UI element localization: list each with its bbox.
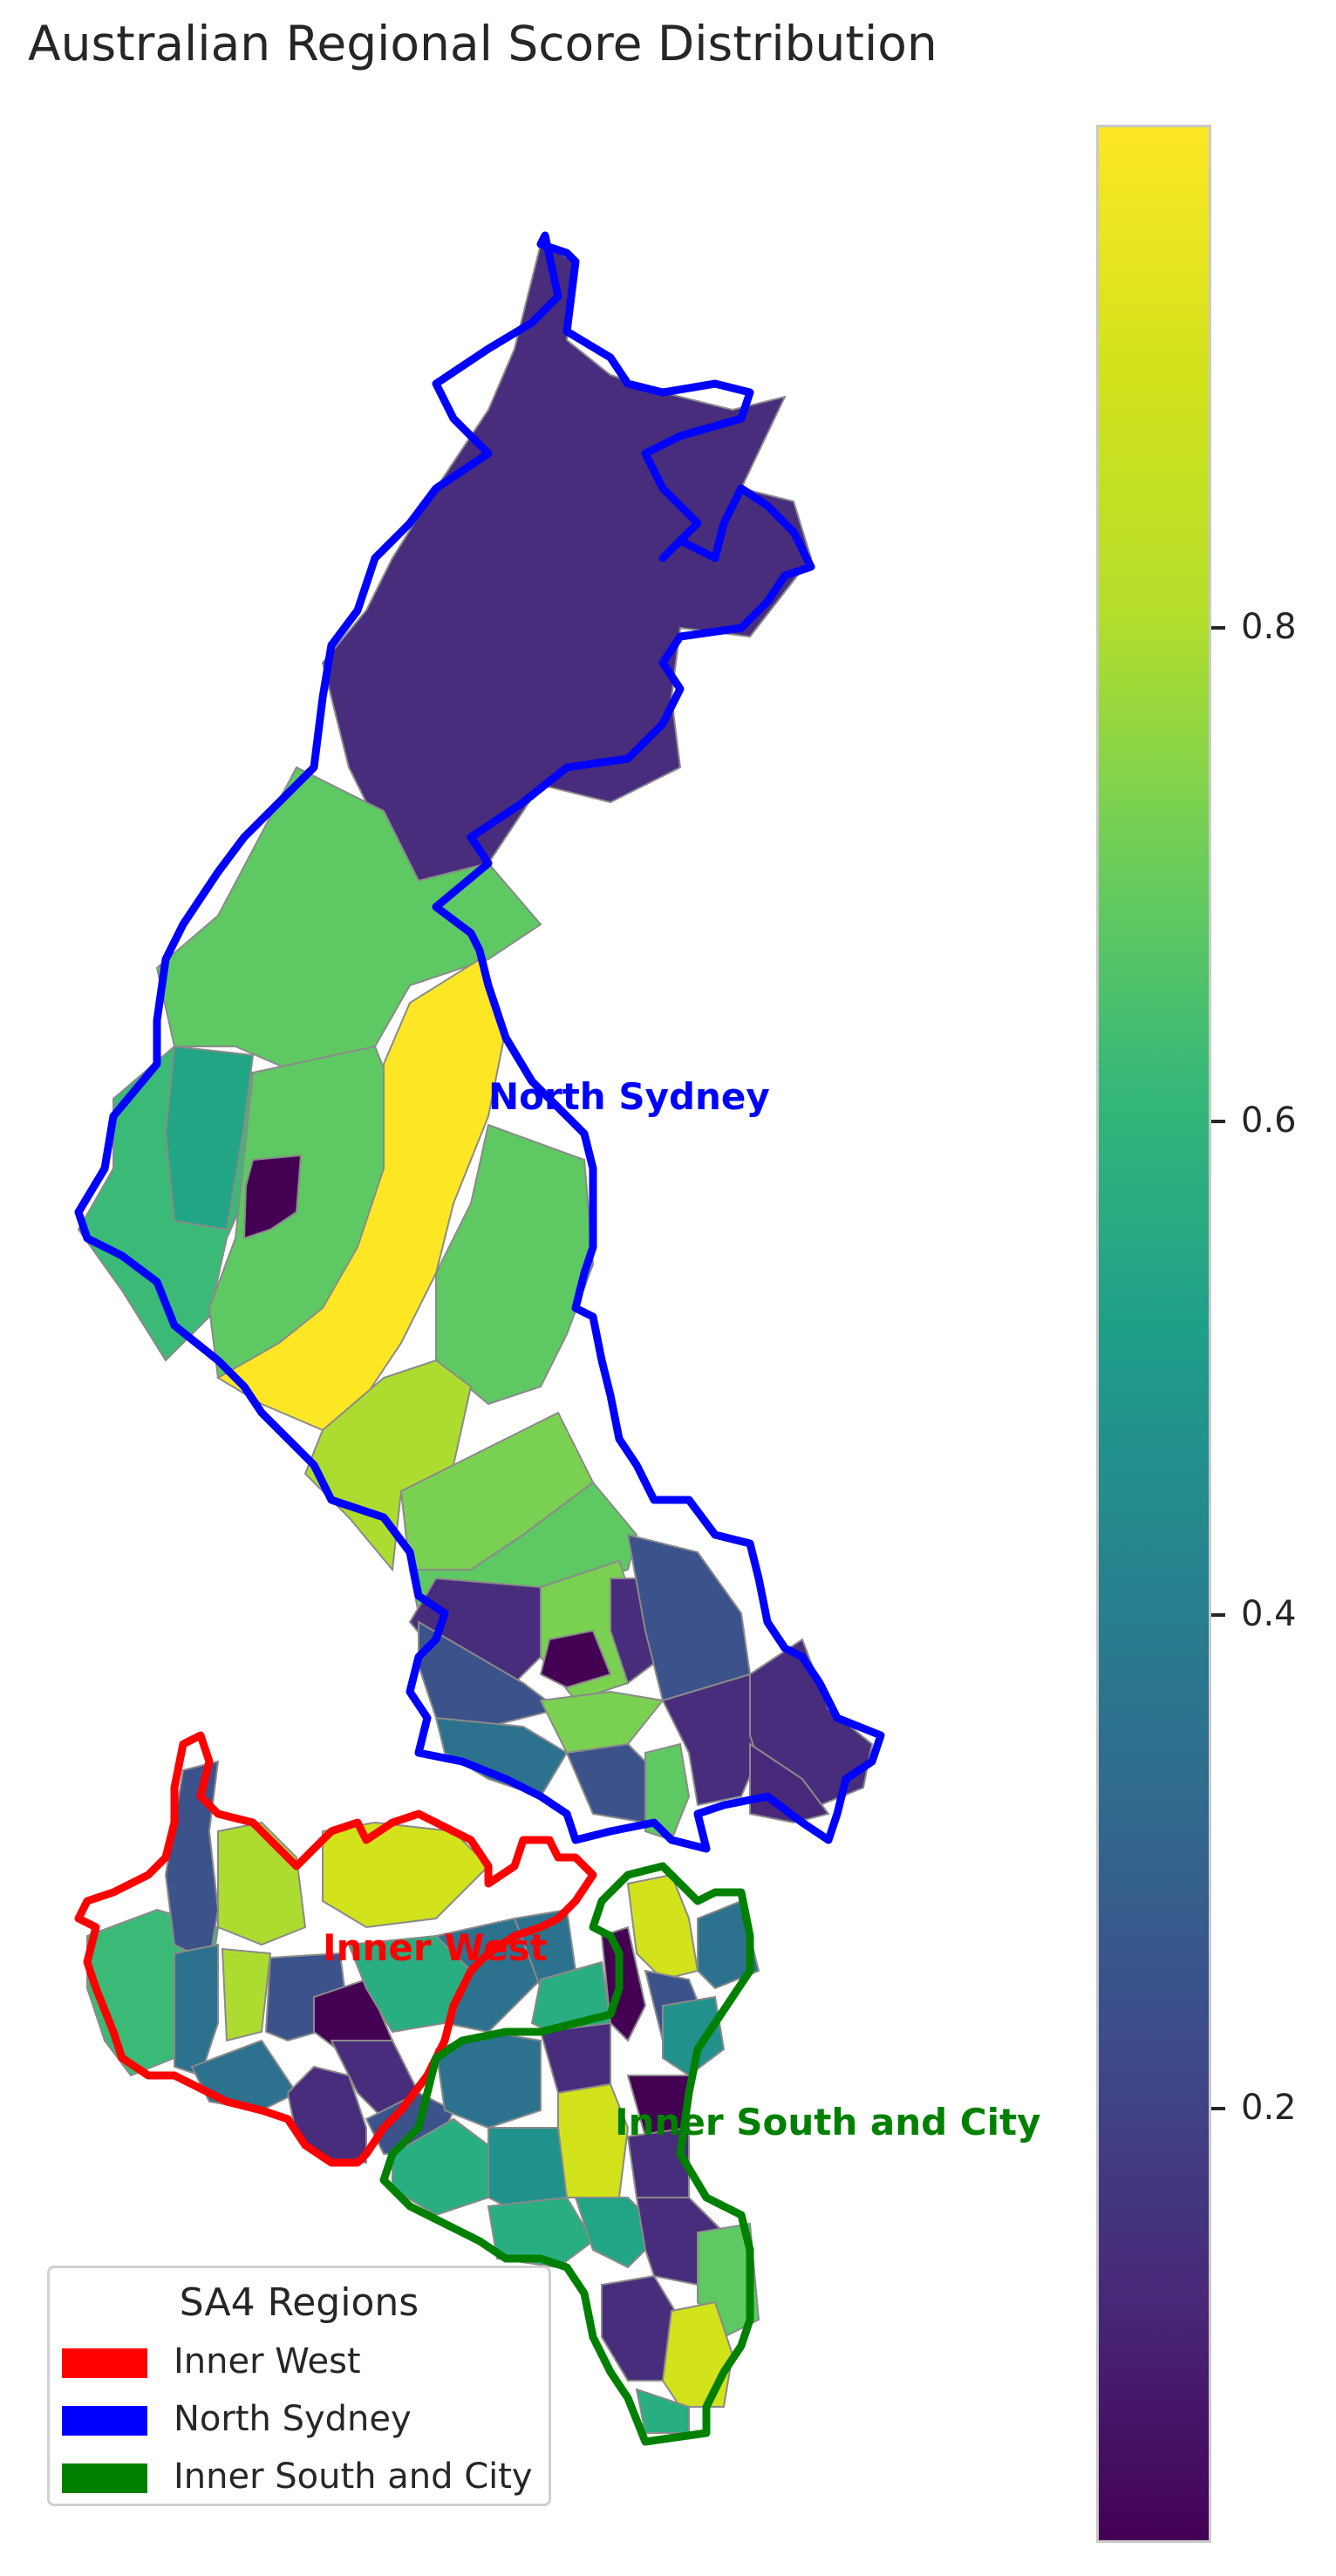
area-iw-teal-a <box>174 1943 219 2077</box>
area-east-green <box>435 1123 595 1406</box>
area-isc-purple-b <box>539 2021 611 2095</box>
area-teal-block <box>164 1045 255 1231</box>
legend-swatch-north-sydney <box>62 2406 147 2436</box>
area-iw-yg-b <box>221 1947 272 2042</box>
label-north-sydney: North Sydney <box>488 1075 770 1118</box>
area-small-purple <box>242 1154 303 1240</box>
area-yellow-corridor <box>216 957 508 1432</box>
inner-west-areas <box>86 1760 577 2164</box>
area-iw-yg-a <box>217 1821 307 1946</box>
legend-swatch-inner-south-city <box>62 2464 147 2493</box>
inner-west-outline <box>74 1731 597 2167</box>
legend-swatch-inner-west <box>62 2348 147 2378</box>
legend-title: SA4 Regions <box>179 2280 419 2325</box>
north-sydney-outline <box>74 231 885 1853</box>
area-iw-blue-north <box>164 1760 220 1964</box>
colorbar-gradient <box>1099 127 1209 2540</box>
legend: SA4 Regions Inner West North Sydney Inne… <box>47 2266 551 2506</box>
area-green-d <box>644 1742 691 1842</box>
area-blue-b <box>626 1533 752 1702</box>
area-hornsby-north <box>321 242 813 883</box>
area-isc-teal-a <box>662 1995 726 2077</box>
area-green-c <box>539 1690 665 1755</box>
label-inner-west: Inner West <box>323 1926 548 1969</box>
north-sydney-areas <box>77 242 874 1842</box>
label-inner-south-city: Inner South and City <box>615 2101 1040 2143</box>
colorbar <box>1096 125 1211 2543</box>
map-title: Australian Regional Score Distribution <box>28 16 937 72</box>
area-dark-purple <box>539 1629 612 1689</box>
inner-south-outline <box>379 1862 754 2446</box>
